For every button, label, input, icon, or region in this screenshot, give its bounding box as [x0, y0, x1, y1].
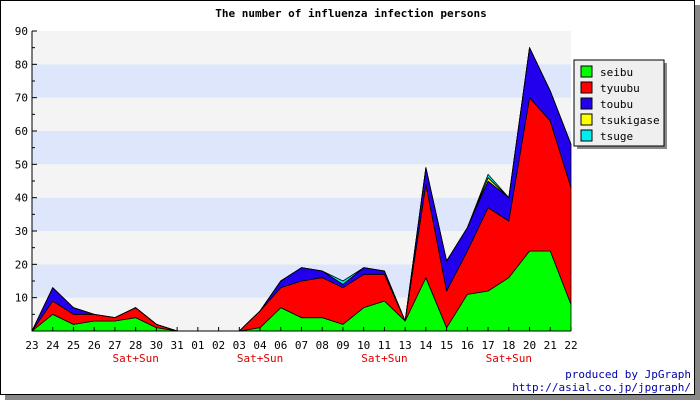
legend-swatch-tsukigase — [580, 113, 593, 126]
weekend-label: Sat+Sun — [361, 352, 407, 365]
legend-label-tyuubu: tyuubu — [600, 82, 640, 95]
chart-title: The number of influenza infection person… — [215, 7, 487, 20]
x-tick-label: 31 — [170, 339, 183, 352]
y-tick-label: 70 — [15, 92, 28, 105]
y-tick-label: 50 — [15, 158, 28, 171]
legend-label-seibu: seibu — [600, 66, 633, 79]
x-tick-label: 20 — [523, 339, 536, 352]
legend-label-tsukigase: tsukigase — [600, 114, 660, 127]
x-tick-label: 08 — [316, 339, 329, 352]
chart-frame: The number of influenza infection person… — [0, 0, 695, 395]
x-tick-label: 02 — [212, 339, 225, 352]
x-tick-label: 14 — [419, 339, 433, 352]
legend: seibu tyuubu toubu tsukigase tsuge — [573, 59, 667, 149]
weekend-label: Sat+Sun — [112, 352, 158, 365]
x-tick-label: 30 — [150, 339, 163, 352]
y-tick-label: 60 — [15, 125, 28, 138]
legend-swatch-tyuubu — [580, 81, 593, 94]
x-tick-label: 13 — [399, 339, 412, 352]
x-tick-label: 25 — [67, 339, 80, 352]
x-tick-label: 18 — [502, 339, 515, 352]
x-tick-label: 10 — [357, 339, 370, 352]
weekend-label: Sat+Sun — [486, 352, 532, 365]
y-tick-label: 40 — [15, 192, 28, 205]
x-tick-label: 17 — [481, 339, 494, 352]
y-tick-label: 80 — [15, 58, 28, 71]
y-tick-label: 90 — [15, 25, 28, 38]
x-tick-label: 03 — [233, 339, 246, 352]
grid-band — [32, 31, 571, 65]
x-tick-label: 28 — [129, 339, 142, 352]
grid-band — [32, 131, 571, 165]
y-tick-label: 10 — [15, 292, 28, 305]
x-tick-label: 22 — [564, 339, 577, 352]
grid-band — [32, 64, 571, 98]
y-tick-label: 20 — [15, 258, 28, 271]
credit-line-2[interactable]: http://asial.co.jp/jpgraph/ — [512, 381, 691, 394]
x-tick-label: 23 — [25, 339, 38, 352]
x-tick-label: 09 — [336, 339, 349, 352]
legend-swatch-seibu — [580, 65, 593, 78]
axes — [31, 30, 572, 332]
weekend-labels: Sat+Sun Sat+Sun Sat+Sun Sat+Sun — [112, 352, 532, 365]
x-tick-label: 07 — [295, 339, 308, 352]
x-tick-label: 27 — [108, 339, 121, 352]
x-tick-label: 16 — [461, 339, 474, 352]
x-tick-label: 11 — [378, 339, 391, 352]
y-tick-label: 30 — [15, 225, 28, 238]
weekend-label: Sat+Sun — [237, 352, 283, 365]
y-tick-labels: 10 20 30 40 50 60 70 80 90 — [15, 25, 28, 305]
x-tick-label: 24 — [46, 339, 60, 352]
x-tick-label: 04 — [253, 339, 267, 352]
x-tick-label: 21 — [544, 339, 557, 352]
legend-swatch-toubu — [580, 97, 593, 110]
legend-label-tsuge: tsuge — [600, 130, 633, 143]
legend-label-toubu: toubu — [600, 98, 633, 111]
x-tick-label: 15 — [440, 339, 453, 352]
x-tick-label: 06 — [274, 339, 287, 352]
x-tick-labels: 23 24 25 26 27 28 30 31 01 02 03 04 06 07 08 09 10 11 13 14… — [25, 339, 577, 352]
x-tick-label: 26 — [88, 339, 101, 352]
credit-line-1[interactable]: produced by JpGraph — [565, 368, 691, 381]
grid-band — [32, 97, 571, 131]
x-tick-label: 01 — [191, 339, 204, 352]
legend-swatch-tsuge — [580, 129, 593, 142]
